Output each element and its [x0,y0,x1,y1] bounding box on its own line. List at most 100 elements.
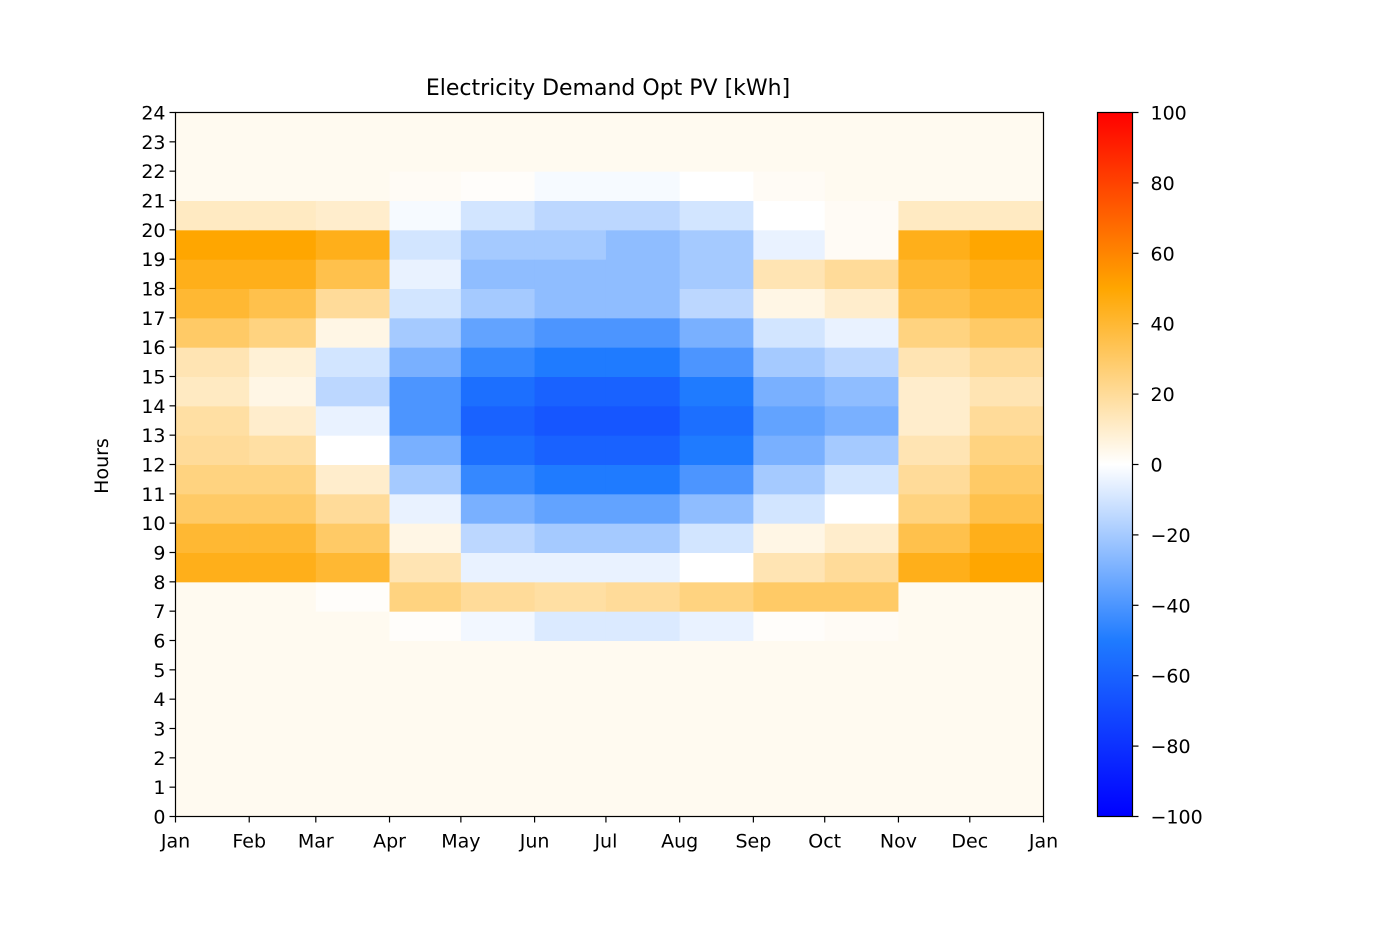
heatmap-cell [534,171,607,201]
heatmap-cell [249,171,317,201]
heatmap-cell [389,523,462,553]
heatmap-cell [389,200,462,231]
y-tick-label: 6 [153,631,165,653]
heatmap-cell [605,493,681,524]
heatmap-cell [534,259,607,289]
heatmap-cell [969,405,1044,436]
heatmap-cell [389,435,462,465]
heatmap-cell [753,611,826,641]
heatmap-cell [249,435,317,465]
y-tick-label: 10 [141,513,165,535]
heatmap-cell [460,757,536,788]
y-tick-label: 22 [141,161,165,183]
heatmap-cell [824,728,899,759]
heatmap-cell [249,464,317,495]
heatmap-cell [679,552,754,583]
heatmap-cell [824,229,899,260]
heatmap-cell [315,259,391,289]
heatmap-cell [534,523,607,553]
heatmap-cell [753,405,826,436]
heatmap-cell [315,229,391,260]
heatmap-cell [460,640,536,671]
x-tick-label: Sep [735,831,771,853]
heatmap-cell [315,288,391,319]
heatmap-cell [460,376,536,407]
heatmap-cell [753,200,826,231]
heatmap-cell [315,728,391,759]
heatmap-cell [249,259,317,289]
heatmap-cell [679,699,754,729]
heatmap-cell [969,728,1044,759]
heatmap-cell [315,200,391,231]
heatmap-cell [679,611,754,641]
heatmap-cell [534,435,607,465]
y-tick-label: 15 [141,367,165,389]
y-tick-label: 24 [141,103,165,125]
y-tick-label: 0 [153,807,165,829]
heatmap-cell [315,611,391,641]
y-tick-label: 12 [141,455,165,477]
heatmap-cell [679,376,754,407]
heatmap-cell [175,611,250,641]
colorbar-tick-label: 80 [1151,173,1175,195]
heatmap-cell [969,581,1044,612]
heatmap-cell [753,347,826,377]
heatmap-cell [753,464,826,495]
heatmap-cell [898,464,971,495]
heatmap-cell [898,552,971,583]
heatmap-cell [389,699,462,729]
heatmap-cell [249,347,317,377]
heatmap-cell [679,229,754,260]
heatmap-cell [679,141,754,172]
heatmap-cell [315,581,391,612]
x-tick-label: Feb [232,831,266,853]
heatmap-cell [969,435,1044,465]
heatmap-cell [460,141,536,172]
colorbar-tick-label: −60 [1151,666,1191,688]
heatmap-cell [534,552,607,583]
heatmap-cell [898,376,971,407]
y-tick-label: 3 [153,719,165,741]
heatmap-cell [753,552,826,583]
heatmap-cell [249,229,317,260]
x-tick-label: Oct [808,831,841,853]
heatmap-cell [460,728,536,759]
heatmap-cell [389,259,462,289]
heatmap-cell [534,200,607,231]
heatmap-cell [679,171,754,201]
heatmap-cell [969,493,1044,524]
heatmap-cell [605,347,681,377]
heatmap-cell [175,229,250,260]
heatmap-cell [898,435,971,465]
heatmap-cell [389,669,462,700]
heatmap-cell [249,728,317,759]
heatmap-cell [605,229,681,260]
colorbar-tick-label: −20 [1151,525,1191,547]
heatmap-cell [679,259,754,289]
heatmap-cell [824,435,899,465]
heatmap-cell [315,523,391,553]
heatmap-cell [753,640,826,671]
heatmap-cell [969,464,1044,495]
heatmap-cell [175,728,250,759]
heatmap-cell [898,259,971,289]
heatmap-cell [249,317,317,348]
heatmap-cell [389,787,462,817]
heatmap-cell [679,112,754,143]
heatmap-cell [460,405,536,436]
heatmap-cell [824,405,899,436]
heatmap-cell [175,112,250,143]
heatmap-cell [175,405,250,436]
heatmap-cell [753,229,826,260]
heatmap-cell [460,699,536,729]
heatmap-cell [679,581,754,612]
heatmap-cell [753,317,826,348]
heatmap-cell [175,523,250,553]
heatmap-cell [315,405,391,436]
y-tick-label: 16 [141,337,165,359]
heatmap-cell [898,523,971,553]
y-tick-label: 20 [141,220,165,242]
heatmap-cell [534,141,607,172]
y-tick-label: 7 [153,601,165,623]
